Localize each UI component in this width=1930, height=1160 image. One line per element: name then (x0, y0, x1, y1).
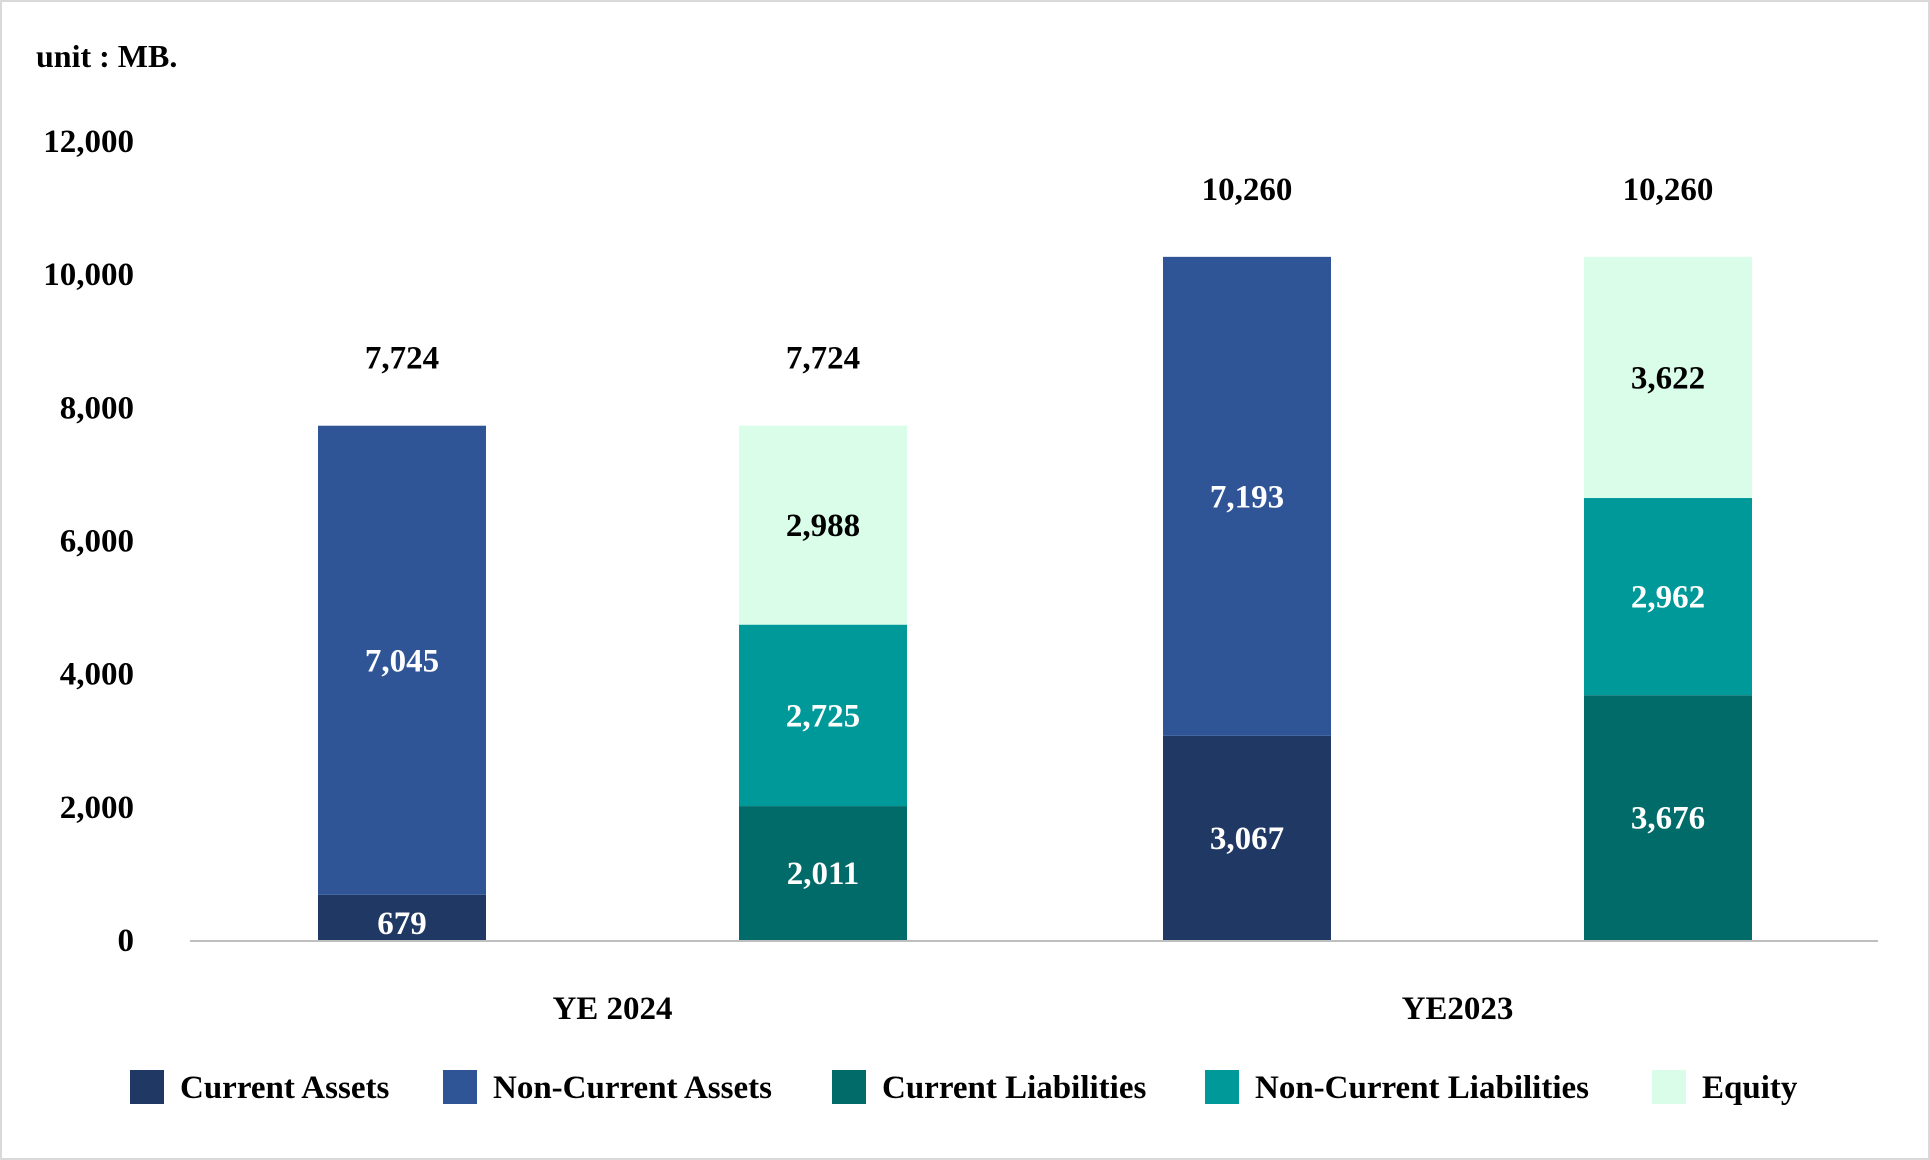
data-label: 3,622 (1631, 360, 1705, 396)
data-label: 3,067 (1210, 821, 1284, 857)
x-category-label: YE 2024 (552, 991, 672, 1027)
y-tick-label: 0 (118, 923, 135, 959)
data-label: 2,988 (786, 508, 860, 544)
total-label: 10,260 (1202, 172, 1293, 208)
legend-label: Current Assets (180, 1070, 389, 1106)
bar-segment-current-assets (318, 894, 486, 940)
x-category-label: YE2023 (1402, 991, 1514, 1027)
data-label: 3,676 (1631, 801, 1705, 837)
legend-swatch (443, 1070, 477, 1104)
data-label: 7,193 (1210, 479, 1284, 515)
total-label: 10,260 (1623, 172, 1714, 208)
y-tick-label: 12,000 (43, 124, 134, 160)
bar-segment-non-current-assets (1163, 256, 1331, 736)
bar-segment-non-current-assets (318, 425, 486, 895)
bar-segment-equity (739, 425, 907, 625)
data-label: 2,962 (1631, 580, 1705, 616)
data-label: 679 (377, 906, 427, 942)
bar-segment-current-assets (1163, 735, 1331, 940)
y-tick-label: 6,000 (60, 524, 134, 560)
total-label: 7,724 (786, 341, 860, 377)
bar-segment-equity (1584, 256, 1752, 499)
data-label: 7,045 (365, 643, 439, 679)
bar-segment-non-current-liabilities (739, 624, 907, 807)
bar-segment-current-liabilities (739, 806, 907, 940)
y-tick-label: 10,000 (43, 257, 134, 293)
legend-label: Current Liabilities (882, 1070, 1146, 1106)
data-label: 2,725 (786, 698, 860, 734)
data-label: 2,011 (787, 856, 859, 892)
legend-swatch (1205, 1070, 1239, 1104)
unit-label: unit : MB. (36, 38, 178, 74)
y-tick-label: 8,000 (60, 390, 134, 426)
bar-segment-non-current-liabilities (1584, 498, 1752, 696)
y-tick-label: 4,000 (60, 657, 134, 693)
legend-swatch (130, 1070, 164, 1104)
legend-label: Equity (1702, 1070, 1798, 1106)
legend-swatch (1652, 1070, 1686, 1104)
legend-label: Non-Current Assets (493, 1070, 772, 1106)
legend-swatch (832, 1070, 866, 1104)
bar-segment-current-liabilities (1584, 695, 1752, 940)
y-tick-label: 2,000 (60, 790, 134, 826)
total-label: 7,724 (365, 341, 439, 377)
legend-label: Non-Current Liabilities (1255, 1070, 1589, 1106)
